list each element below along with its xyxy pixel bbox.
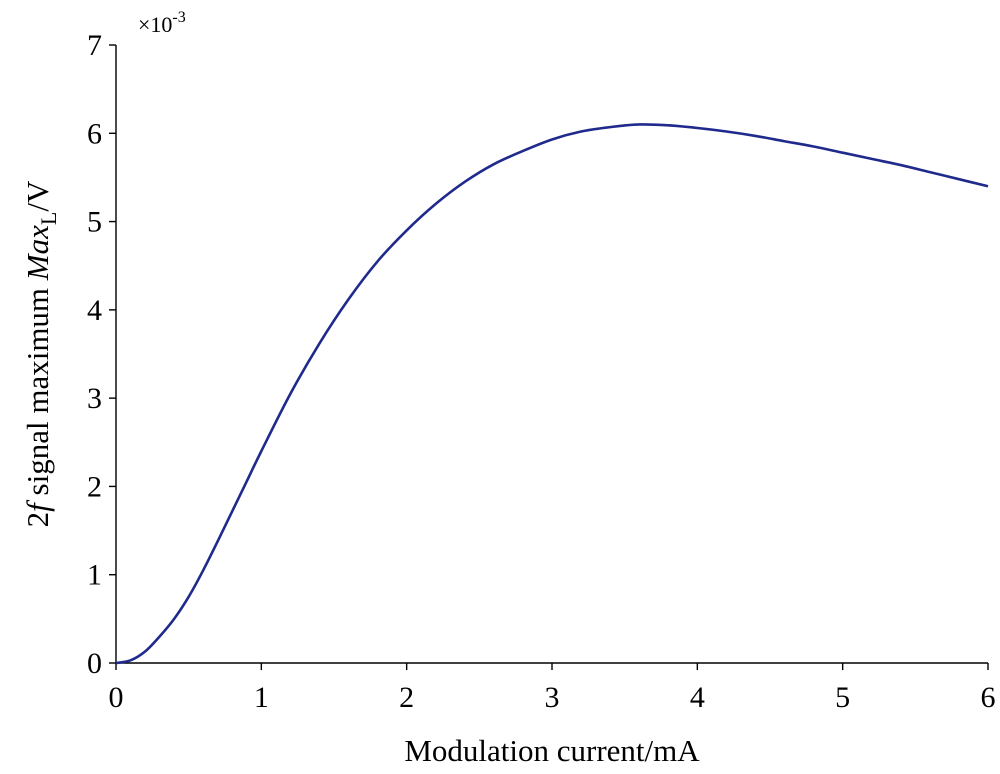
x-tick-label: 2 bbox=[399, 681, 414, 714]
y-tick-label: 0 bbox=[87, 647, 102, 680]
y-tick-label: 5 bbox=[87, 206, 102, 239]
y-tick-label: 7 bbox=[87, 29, 102, 62]
series-line bbox=[115, 123, 989, 665]
y-scale-label: ×10-3 bbox=[138, 9, 186, 37]
x-axis-ticks: 0 1 2 3 4 5 6 bbox=[109, 663, 996, 714]
y-tick-label: 1 bbox=[87, 559, 102, 592]
x-tick-label: 6 bbox=[981, 681, 996, 714]
x-tick-label: 5 bbox=[835, 681, 850, 714]
x-tick-label: 0 bbox=[109, 681, 124, 714]
y-tick-label: 2 bbox=[87, 470, 102, 503]
x-tick-label: 4 bbox=[690, 681, 705, 714]
y-tick-label: 3 bbox=[87, 382, 102, 415]
y-tick-label: 4 bbox=[87, 294, 102, 327]
y-axis-ticks: 0 1 2 3 4 5 6 7 bbox=[87, 29, 116, 680]
y-tick-label: 6 bbox=[87, 117, 102, 150]
x-axis-label: Modulation current/mA bbox=[404, 733, 700, 768]
x-tick-label: 3 bbox=[545, 681, 560, 714]
x-tick-label: 1 bbox=[254, 681, 269, 714]
y-axis-label: 2f signal maximum MaxL/V bbox=[20, 180, 61, 527]
